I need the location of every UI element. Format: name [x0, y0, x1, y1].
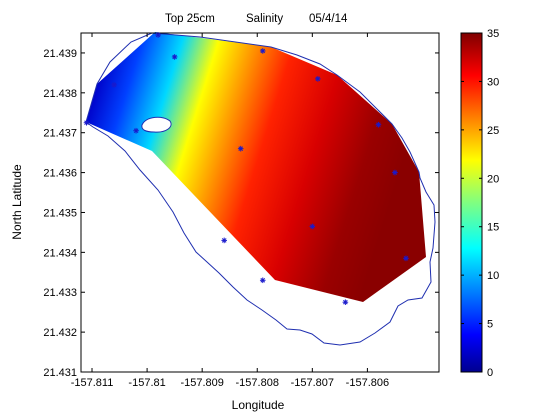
x-tick-label: -157.809 [180, 377, 223, 389]
x-axis-ticks: -157.811 -157.81 -157.809 -157.808 -157.807-… [71, 33, 389, 389]
y-tick-label: 21.432 [43, 327, 77, 339]
shoreline-outline [85, 32, 436, 346]
sample-point [83, 119, 90, 126]
x-axis-label: Longitude [232, 398, 285, 412]
y-tick-label: 21.438 [43, 88, 77, 100]
sample-point [342, 299, 349, 306]
sample-point [259, 277, 266, 284]
sample-point [155, 32, 161, 38]
sample-point [309, 223, 316, 230]
title-depth: Top 25cm [165, 13, 215, 25]
y-tick-label: 21.437 [43, 128, 77, 140]
colorbar [460, 32, 483, 373]
colorbar-tick-label: 30 [487, 76, 499, 88]
y-tick-label: 21.436 [43, 168, 77, 180]
colorbar-tick-label: 20 [487, 173, 499, 185]
sample-point [171, 54, 178, 60]
salinity-field [86, 32, 426, 302]
sample-points [83, 32, 409, 306]
y-tick-label: 21.439 [43, 48, 77, 60]
x-tick-label: -157.807 [291, 377, 334, 389]
colorbar-tick-label: 35 [487, 28, 499, 40]
x-tick-label: -157.811 [71, 377, 114, 389]
x-tick-label: -157.808 [236, 377, 279, 389]
y-axis-ticks: 21.431 21.432 21.433 21.434 21.435 21.436 21.4… [43, 48, 439, 379]
title-date: 05/4/14 [309, 13, 348, 25]
sample-point [375, 121, 382, 128]
sample-point [237, 145, 244, 152]
colorbar-tick-label: 0 [487, 367, 493, 379]
sample-point [133, 127, 139, 134]
colorbar-tick-label: 10 [487, 270, 499, 282]
sample-point [221, 237, 227, 244]
sample-point [403, 255, 409, 262]
sample-point [111, 82, 117, 88]
colorbar-ticks: 0 5 10 15 20 25 30 35 [461, 28, 499, 379]
colorbar-tick-label: 25 [487, 125, 499, 137]
y-tick-label: 21.433 [43, 287, 77, 299]
y-tick-label: 21.435 [43, 207, 77, 219]
sample-point [315, 76, 321, 82]
colorbar-tick-label: 15 [487, 222, 499, 234]
y-tick-label: 21.431 [43, 367, 77, 379]
title-variable: Salinity [246, 13, 283, 25]
island-hole [141, 116, 172, 133]
y-tick-label: 21.434 [43, 247, 77, 259]
sample-point [259, 48, 266, 54]
x-tick-label: -157.806 [346, 377, 389, 389]
y-axis-label: North Latitude [10, 164, 24, 240]
x-tick-label: -157.81 [128, 377, 165, 389]
colorbar-tick-label: 5 [487, 319, 493, 331]
sample-point [392, 169, 398, 176]
plot-frame [80, 32, 440, 373]
